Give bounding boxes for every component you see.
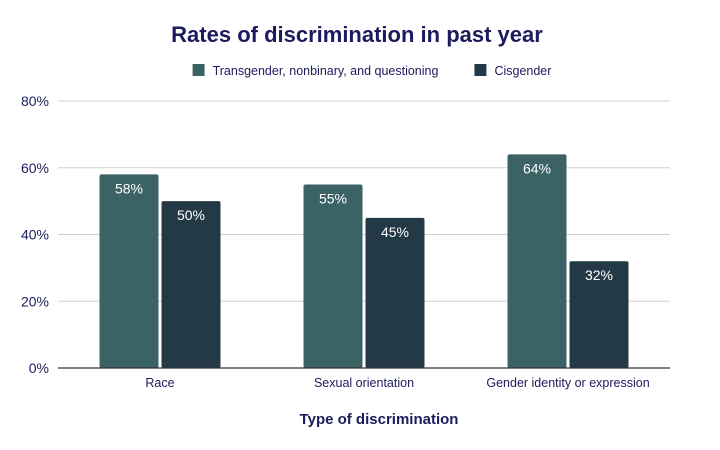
legend-swatch xyxy=(192,64,205,76)
legend-label: Cisgender xyxy=(494,64,551,78)
bar xyxy=(303,184,363,368)
y-tick-label: 80% xyxy=(21,93,49,109)
y-tick-label: 20% xyxy=(21,293,49,309)
bar-value-label: 58% xyxy=(115,180,143,196)
bar-value-label: 64% xyxy=(523,160,551,176)
x-category-label: Sexual orientation xyxy=(314,376,414,390)
bars xyxy=(99,154,629,368)
legend-swatch xyxy=(474,64,487,76)
y-tick-label: 60% xyxy=(21,160,49,176)
bar-value-label: 45% xyxy=(381,224,409,240)
x-category-label: Gender identity or expression xyxy=(486,376,649,390)
y-tick-label: 40% xyxy=(21,227,49,243)
data-labels: 58% 50% 55% 45% 64% 32% xyxy=(115,160,613,283)
bar-value-label: 55% xyxy=(319,190,347,206)
x-category-label: Race xyxy=(145,376,174,390)
legend-label: Transgender, nonbinary, and questioning xyxy=(213,64,439,78)
bar xyxy=(569,261,629,368)
bar-value-label: 50% xyxy=(177,207,205,223)
legend-item: Transgender, nonbinary, and questioning xyxy=(192,64,439,78)
x-axis-categories: Race Sexual orientation Gender identity or… xyxy=(145,376,649,390)
legend-item: Cisgender xyxy=(474,64,551,78)
grid-lines xyxy=(58,100,670,302)
chart-title: Rates of discrimination in past year xyxy=(171,22,543,47)
y-tick-label: 0% xyxy=(29,360,49,376)
bar xyxy=(365,217,425,368)
x-axis-label: Type of discrimination xyxy=(300,411,459,428)
y-axis-ticks: 0% 20% 40% 60% 80% xyxy=(21,93,49,376)
bar xyxy=(161,201,221,368)
bar xyxy=(99,174,159,368)
bar-value-label: 32% xyxy=(585,267,613,283)
bar xyxy=(507,154,567,368)
legend: Transgender, nonbinary, and questioning C… xyxy=(192,64,551,78)
